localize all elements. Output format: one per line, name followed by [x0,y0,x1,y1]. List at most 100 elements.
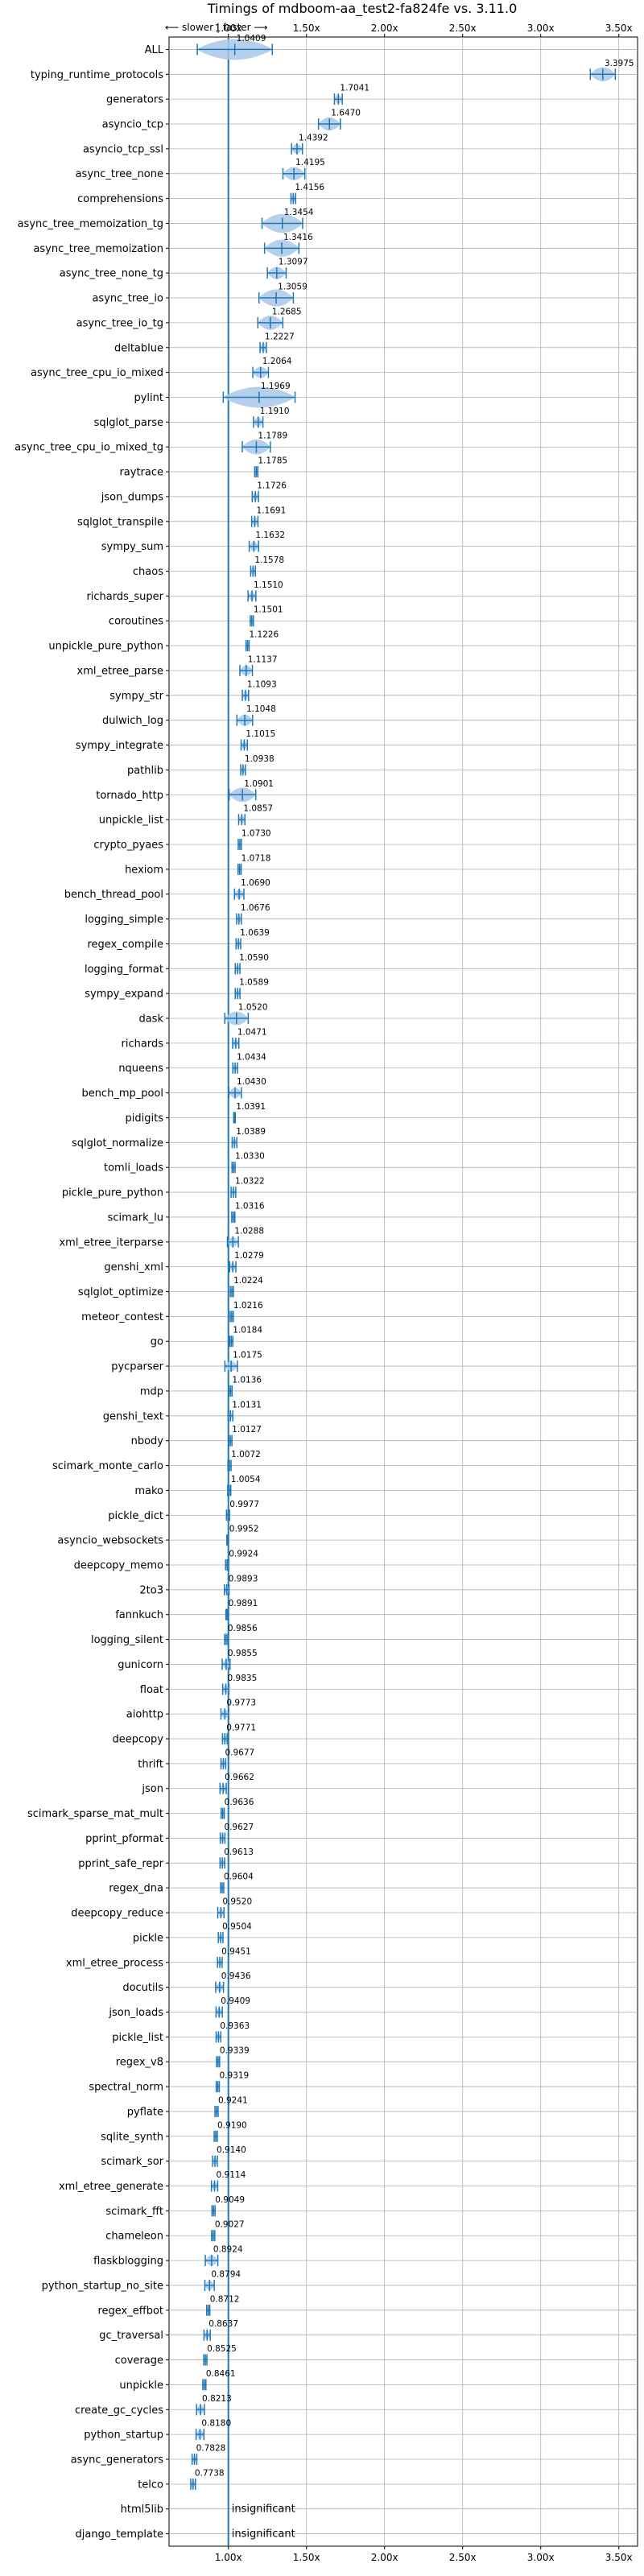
value-label: 1.0718 [242,853,271,863]
value-label: 1.1048 [246,704,276,714]
value-label: 0.9319 [220,2071,250,2081]
benchmark-name: tornado_http [96,790,163,802]
benchmark-name: meteor_contest [81,1311,163,1323]
benchmark-name: sympy_integrate [76,740,163,752]
benchmark-name: xml_etree_parse [77,665,163,677]
insignificant-label: insignificant [232,2504,295,2516]
benchmark-name: logging_format [85,964,163,976]
benchmark-name: comprehensions [77,193,163,205]
benchmark-name: spectral_norm [89,2082,163,2094]
value-label: 1.2227 [265,332,295,341]
value-label: 0.9636 [225,1798,254,1807]
benchmark-name: docutils [122,1982,163,1994]
value-label: 1.0136 [232,1375,262,1385]
benchmark-name: pylint [134,392,163,404]
value-label: 1.1510 [254,580,283,590]
value-label: 1.2064 [262,357,292,366]
direction-label: ⟵ slower | faster ⟶ [165,22,268,33]
benchmark-name: pickle_pure_python [62,1187,163,1199]
value-label: 0.8794 [211,2269,241,2279]
value-label: 1.0430 [237,1077,266,1087]
benchmark-name: bench_thread_pool [64,889,163,901]
benchmark-name: go [151,1336,163,1348]
value-label: 0.9409 [221,1996,250,2006]
benchmark-name: sympy_expand [85,989,163,1001]
benchmark-name: mako [134,1485,163,1497]
benchmark-name: async_tree_cpu_io_mixed_tg [14,442,163,454]
value-label: 0.8461 [206,2369,236,2379]
benchmark-name: async_generators [71,2454,164,2466]
value-label: 0.9140 [217,2145,246,2155]
benchmark-name: regex_effbot [97,2305,163,2317]
value-label: 0.9049 [215,2195,245,2205]
benchmark-name: genshi_text [103,1410,163,1422]
benchmark-name: ALL [145,44,164,56]
value-label: 0.9677 [225,1748,254,1757]
value-label: 1.7041 [340,84,369,93]
insignificant-label: insignificant [232,2529,295,2541]
benchmark-name: async_tree_memoization_tg [18,218,163,230]
value-label: 1.0288 [234,1226,264,1236]
value-label: 1.3097 [279,258,308,267]
benchmark-name: sympy_str [109,690,163,702]
benchmark-name: thrift [138,1758,163,1770]
benchmark-name: create_gc_cycles [75,2405,163,2417]
value-label: 1.0330 [235,1152,265,1162]
x-tick-label-top: 2.00x [371,23,398,34]
benchmark-name: xml_etree_generate [59,2181,163,2193]
value-label: 0.9027 [215,2220,245,2230]
value-label: 0.8712 [210,2294,240,2304]
benchmark-name: pprint_safe_repr [78,1858,163,1870]
value-label: 1.0216 [233,1301,263,1311]
value-label: 0.9504 [222,1922,252,1931]
benchmark-name: sqlglot_parse [94,417,163,429]
benchmark-name: nqueens [118,1063,163,1075]
benchmark-name: deltablue [114,342,163,354]
benchmark-name: scimark_lu [108,1212,163,1224]
value-label: 0.9662 [225,1773,254,1782]
benchmark-name: scimark_monte_carlo [52,1460,163,1472]
value-label: 1.1785 [258,456,287,466]
value-label: 0.9627 [224,1823,254,1832]
benchmark-name: crypto_pyaes [93,839,163,851]
benchmark-name: chaos [133,566,163,578]
benchmark-name: genshi_xml [104,1261,163,1274]
value-label: 0.9190 [217,2120,247,2130]
value-label: 1.1632 [255,530,285,540]
benchmark-name: django_template [76,2529,163,2541]
benchmark-name: gunicorn [118,1659,163,1671]
value-label: 1.1789 [258,431,287,441]
benchmark-name: async_tree_io [92,293,163,305]
benchmark-name: richards [122,1038,164,1050]
value-label: 0.9604 [224,1872,254,1882]
benchmark-name: python_startup [84,2429,163,2442]
value-label: 0.9891 [229,1599,258,1608]
value-label: 1.0730 [242,829,271,839]
x-tick-label-bottom: 3.00x [527,2552,555,2563]
benchmark-name: scimark_sor [101,2156,163,2168]
value-label: 0.8924 [213,2245,243,2255]
benchmark-name: dask [138,1013,163,1026]
benchmark-name: richards_super [86,591,163,603]
benchmark-name: mdp [140,1385,163,1397]
value-label: 1.0224 [233,1276,263,1286]
benchmark-name: asyncio_tcp [102,119,163,131]
value-label: 1.0938 [245,754,275,764]
value-label: 1.0471 [237,1027,267,1037]
value-label: 1.3416 [283,233,313,242]
value-label: 0.8213 [202,2394,232,2404]
value-label: 1.1726 [257,481,287,490]
benchmark-labels: ALL typing_runtime_protocols generators asy… [14,44,169,2541]
benchmark-name: tomli_loads [104,1162,163,1174]
benchmark-name: aiohttp [126,1709,163,1721]
benchmark-name: pathlib [127,765,163,777]
x-tick-label-top: 1.00x [215,23,242,34]
x-axis-bottom: 1.00x 1.50x 2.00x 2.50x 3.00x 3.50x [215,2546,633,2563]
benchmark-name: float [140,1684,163,1696]
benchmark-name: pyflate [127,2106,163,2118]
value-label: 1.0589 [239,978,269,988]
x-tick-label-bottom: 3.50x [605,2552,633,2563]
value-label: 0.8637 [208,2319,238,2329]
value-label: 1.0409 [237,34,266,43]
